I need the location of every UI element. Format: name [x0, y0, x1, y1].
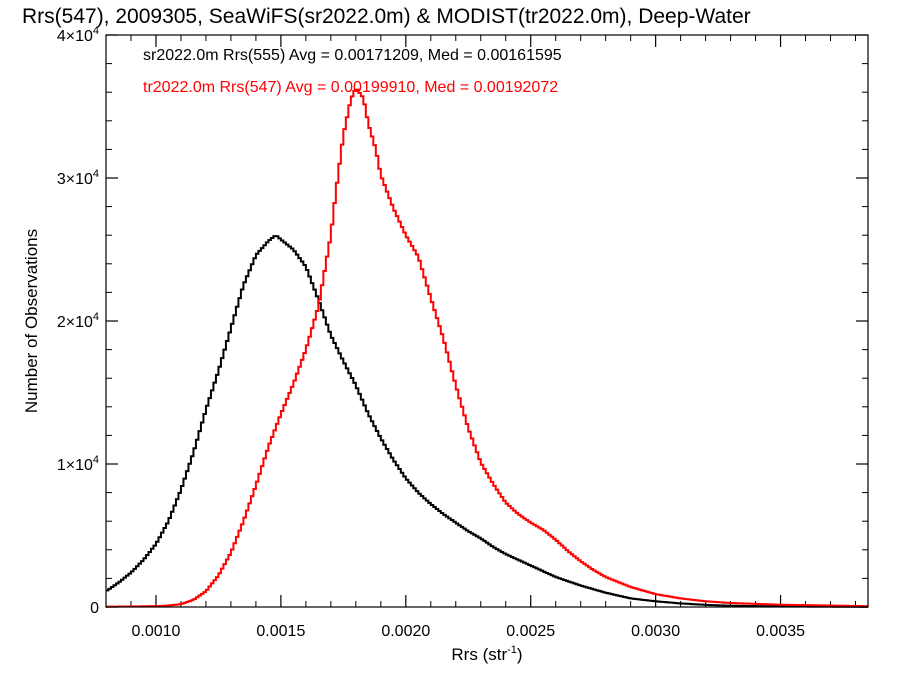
- chart-title: Rrs(547), 2009305, SeaWiFS(sr2022.0m) & …: [22, 5, 751, 28]
- y-tick-label-exponent: 4: [93, 454, 99, 466]
- x-tick-label: 0.0020: [381, 623, 430, 640]
- y-tick-label-base: 2×10: [57, 314, 93, 331]
- series-lines: [106, 88, 868, 608]
- x-tick-label: 0.0030: [631, 623, 680, 640]
- legend-entry-sr2022: sr2022.0m Rrs(555) Avg = 0.00171209, Med…: [143, 47, 562, 64]
- x-tick-label: 0.0035: [756, 623, 805, 640]
- x-axis-label: Rrs (str-1): [451, 644, 522, 664]
- y-tick-label-exponent: 4: [93, 25, 99, 37]
- y-tick-label: 3×104: [57, 168, 99, 188]
- x-axis-label-close: ): [517, 645, 523, 664]
- y-tick-label-base: 1×10: [57, 457, 93, 474]
- y-tick-label-exponent: 4: [93, 311, 99, 323]
- plot-frame: [105, 34, 869, 608]
- x-tick-label: 0.0015: [256, 623, 305, 640]
- series-line-1: [106, 88, 868, 608]
- axis-ticks: 0.0010 0.0015 0.0020 0.0025 0.0030 0.0035 0 1×1…: [57, 25, 868, 640]
- x-tick-label: 0.0025: [506, 623, 555, 640]
- y-tick-label: 0: [90, 600, 99, 617]
- y-tick-label: 4×104: [57, 25, 99, 45]
- y-tick-label-base: 0: [90, 600, 99, 617]
- legend-entry-tr2022: tr2022.0m Rrs(547) Avg = 0.00199910, Med…: [143, 79, 558, 96]
- y-tick-label-exponent: 4: [93, 168, 99, 180]
- series-line-0: [106, 235, 868, 608]
- y-tick-label: 2×104: [57, 311, 99, 331]
- y-tick-label: 1×104: [57, 454, 99, 474]
- y-axis-label: Number of Observations: [22, 229, 41, 413]
- y-tick-label-base: 4×10: [57, 28, 93, 45]
- y-tick-label-base: 3×10: [57, 171, 93, 188]
- x-tick-label: 0.0010: [131, 623, 180, 640]
- x-axis-label-sup: -1: [507, 644, 517, 656]
- x-axis-label-main: Rrs (str: [451, 645, 507, 664]
